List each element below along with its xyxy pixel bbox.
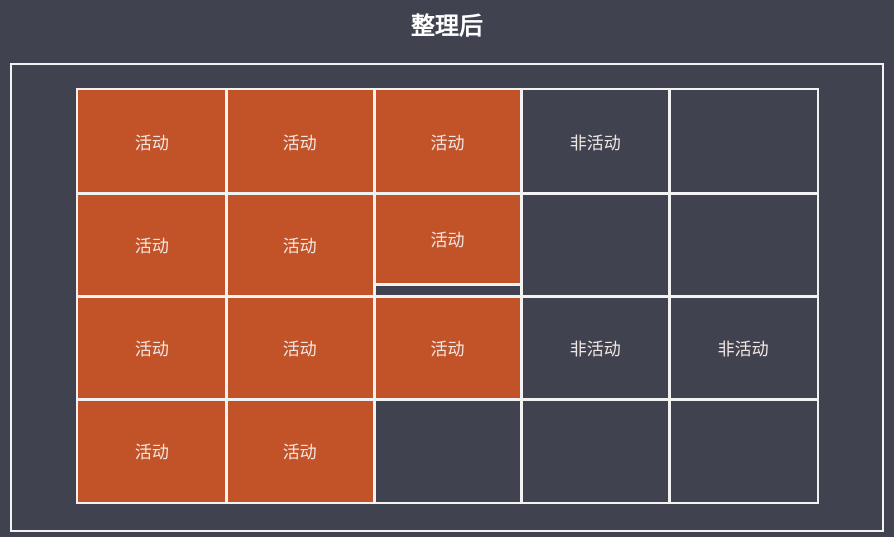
grid-cell-empty [669, 193, 817, 296]
memory-grid: 活动 活动 活动 非活动 活动 活动 活动 活动 活动 活动 非活动 非活动 活动 活动 [76, 88, 819, 504]
grid-cell-active: 活动 [78, 296, 226, 399]
grid-cell-active: 活动 [373, 193, 522, 286]
grid-cell-empty [521, 399, 669, 502]
grid-divider [78, 398, 817, 401]
grid-cell-active: 活动 [78, 90, 226, 193]
grid-cell-active: 活动 [373, 90, 522, 193]
grid-divider [78, 295, 817, 298]
grid-cell-active: 活动 [225, 399, 374, 502]
grid-cell-empty [374, 399, 522, 502]
grid-cell-empty [669, 90, 817, 193]
grid-cell-inactive: 非活动 [717, 340, 769, 360]
grid-cell-active: 活动 [225, 296, 374, 399]
grid-cell-inactive: 非活动 [569, 134, 621, 154]
grid-cell-empty [521, 193, 669, 296]
grid-cell-empty [669, 399, 817, 502]
grid-cell-inactive: 非活动 [569, 340, 621, 360]
grid-cell-active: 活动 [78, 193, 226, 296]
grid-cell-active: 活动 [373, 296, 522, 399]
grid-cell-active: 活动 [225, 193, 374, 296]
grid-divider [78, 192, 817, 195]
diagram-title: 整理后 [411, 12, 483, 40]
grid-cell-active: 活动 [78, 399, 226, 502]
outer-frame [10, 63, 884, 532]
grid-cell-active: 活动 [225, 90, 374, 193]
